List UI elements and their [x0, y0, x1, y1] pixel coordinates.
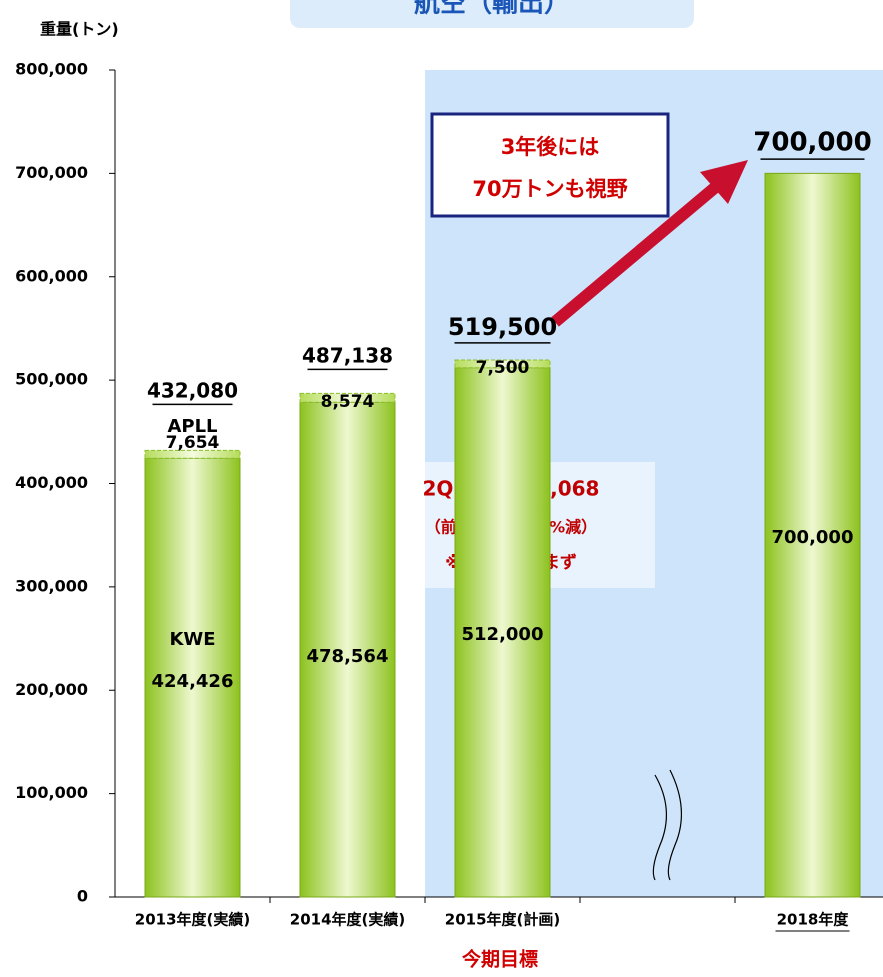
- y-tick-label: 100,000: [15, 783, 88, 802]
- y-tick-label: 400,000: [15, 473, 88, 492]
- annotation: 70万トンも視野: [472, 177, 627, 201]
- chart-title: 航空（輸出）: [414, 0, 570, 19]
- x-tick-label: 2018年度: [777, 911, 850, 929]
- total-label: 432,080: [147, 379, 238, 403]
- y-tick-label: 700,000: [15, 163, 88, 182]
- bar: [454, 367, 551, 898]
- bar: [764, 172, 861, 898]
- y-tick-label: 500,000: [15, 370, 88, 389]
- y-tick-label: 800,000: [15, 60, 88, 79]
- x-tick-label: 2014年度(実績): [290, 911, 405, 929]
- annotation: 3年後には: [501, 135, 600, 159]
- y-tick-label: 300,000: [15, 576, 88, 595]
- total-label: 700,000: [753, 128, 871, 158]
- bar: [144, 449, 241, 459]
- bar: [144, 457, 241, 898]
- data-label: 512,000: [462, 624, 544, 645]
- data-label: 478,564: [307, 646, 389, 667]
- bar: [299, 392, 396, 403]
- y-tick-label: 0: [77, 887, 88, 906]
- x-tick-label: 2013年度(実績): [135, 911, 250, 929]
- title-box: [290, 0, 694, 28]
- bar: [299, 401, 396, 898]
- y-tick-label: 200,000: [15, 680, 88, 699]
- callout-box: [430, 112, 670, 218]
- annotation: 今期目標: [461, 948, 538, 971]
- total-label: 519,500: [448, 313, 557, 341]
- data-label: 7,500: [476, 358, 530, 378]
- arrow-shaft: [551, 180, 722, 327]
- series-label: APLL: [167, 416, 217, 437]
- data-label: 7,654: [166, 433, 220, 453]
- data-label: 8,574: [321, 392, 375, 412]
- x-tick-label: 2015年度(計画): [445, 911, 560, 929]
- data-label: 424,426: [152, 671, 234, 692]
- y-tick-label: 600,000: [15, 266, 88, 285]
- arrow-head: [700, 160, 748, 204]
- data-label: 700,000: [772, 527, 854, 548]
- y-axis-label: 重量(トン): [40, 20, 119, 39]
- axis-break: [652, 769, 683, 881]
- bar: [454, 359, 551, 369]
- series-label: KWE: [169, 629, 215, 650]
- total-label: 487,138: [302, 344, 393, 368]
